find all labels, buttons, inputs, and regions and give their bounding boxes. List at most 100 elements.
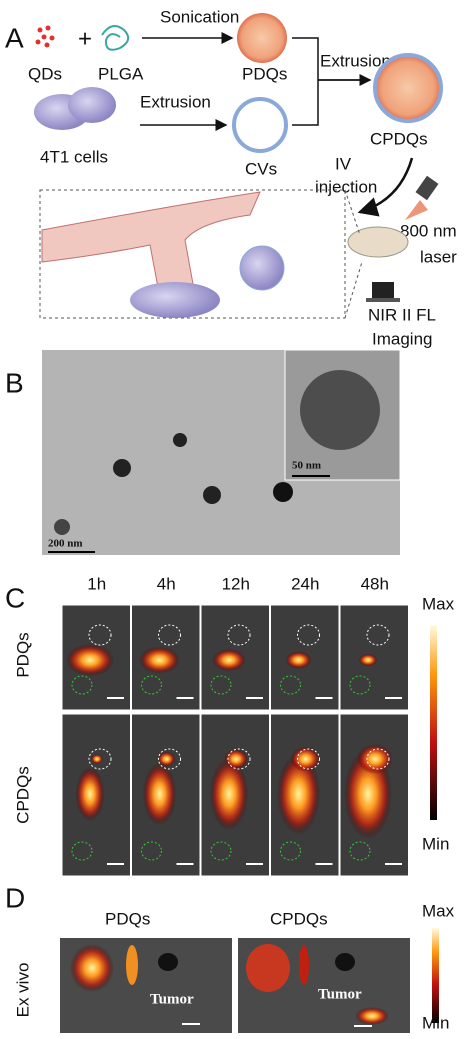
tumor-roi bbox=[158, 624, 181, 646]
qds-icon bbox=[35, 25, 55, 48]
fl-tumor-signal bbox=[157, 751, 176, 767]
zoom-lines bbox=[344, 189, 363, 319]
particle bbox=[273, 482, 293, 502]
laser-beam bbox=[405, 200, 428, 220]
sonication-label: Sonication bbox=[160, 7, 239, 26]
imaging-label: Imaging bbox=[372, 329, 432, 348]
control-roi bbox=[210, 675, 232, 695]
panel-b: B 50 nm 200 nm bbox=[5, 349, 401, 555]
scale-label: 50 nm bbox=[292, 460, 321, 472]
colorbar bbox=[430, 625, 437, 820]
fl-signal bbox=[209, 758, 249, 830]
fl-signal bbox=[276, 753, 321, 835]
row-label: CPDQs bbox=[13, 766, 32, 824]
tumor-roi bbox=[227, 748, 251, 770]
cpdqs-particle bbox=[373, 53, 443, 123]
tumor-roi bbox=[158, 748, 181, 770]
tumor-label: Tumor bbox=[318, 986, 362, 1002]
control-roi bbox=[141, 841, 162, 861]
organ bbox=[158, 953, 178, 971]
colorbar-max: Max bbox=[422, 901, 455, 920]
fl-tumor-signal bbox=[357, 744, 393, 774]
panel-label: C bbox=[5, 582, 25, 613]
qds-label: QDs bbox=[28, 64, 62, 83]
fl-signal bbox=[285, 651, 312, 669]
laptop-base bbox=[366, 298, 400, 302]
extrusion-label: Extrusion bbox=[140, 92, 211, 111]
fl-tumor-signal bbox=[91, 754, 103, 764]
fl-signal bbox=[212, 648, 246, 672]
colorbar bbox=[432, 928, 439, 1023]
tumor-roi bbox=[227, 624, 251, 646]
row-label: PDQs bbox=[13, 632, 32, 677]
tumor-roi bbox=[366, 624, 390, 646]
tumor bbox=[355, 1007, 389, 1025]
control-roi bbox=[141, 675, 162, 695]
tumor-label: Tumor bbox=[150, 991, 194, 1007]
pdqs-particle bbox=[237, 13, 287, 63]
panel-label: B bbox=[5, 367, 24, 398]
control-roi bbox=[349, 675, 371, 695]
tumor-roi bbox=[297, 624, 320, 646]
time-label: 24h bbox=[291, 574, 319, 593]
panel-d: D PDQs CPDQs Ex vivo Tumor Tumor Max Min bbox=[5, 882, 455, 1033]
particle bbox=[300, 370, 380, 450]
imaging-label: NIR II FL bbox=[368, 305, 436, 324]
tumor-roi bbox=[366, 748, 390, 770]
particle bbox=[54, 519, 70, 535]
control-roi bbox=[210, 841, 232, 861]
cells-label: 4T1 cells bbox=[40, 147, 108, 166]
control-roi bbox=[71, 675, 93, 695]
fl-signal bbox=[75, 767, 105, 821]
fl-signal bbox=[358, 653, 378, 667]
fl-tumor-signal bbox=[290, 746, 321, 772]
cell bbox=[68, 87, 116, 123]
tumor-roi bbox=[88, 624, 112, 646]
fl-signal bbox=[139, 646, 180, 674]
control-roi bbox=[349, 841, 371, 861]
cell bbox=[239, 245, 285, 291]
colorbar-max: Max bbox=[422, 594, 455, 613]
panel-a: A QDs + PLGA Sonication PDQs Extrusion C… bbox=[5, 7, 457, 348]
time-label: 4h bbox=[157, 574, 176, 593]
time-label: 12h bbox=[222, 574, 250, 593]
laser-label: 800 nm bbox=[400, 221, 457, 240]
time-label: 48h bbox=[361, 574, 389, 593]
arrow bbox=[357, 157, 414, 217]
inset-box bbox=[39, 189, 346, 319]
organ bbox=[299, 945, 309, 985]
organ bbox=[246, 944, 290, 992]
plus: + bbox=[78, 25, 92, 52]
time-label: 1h bbox=[87, 574, 106, 593]
tumor-roi bbox=[297, 748, 320, 770]
laser-label: laser bbox=[420, 247, 457, 266]
panel-label: A bbox=[5, 22, 24, 53]
fl-tumor-signal bbox=[224, 749, 248, 769]
fl-signal bbox=[142, 762, 177, 826]
laser-icon bbox=[415, 175, 439, 201]
mouse bbox=[347, 226, 409, 258]
control-roi bbox=[280, 841, 301, 861]
cvs-label: CVs bbox=[245, 159, 277, 178]
cpdqs-label: CPDQs bbox=[370, 129, 428, 148]
colorbar-min: Min bbox=[422, 834, 449, 853]
colorbar-min: Min bbox=[422, 1013, 449, 1032]
particle bbox=[113, 459, 131, 477]
organ bbox=[70, 944, 114, 992]
laptop bbox=[372, 282, 394, 298]
panel-c: C PDQs CPDQs Max Min 1h 4h 12h 24h 48h bbox=[5, 574, 455, 877]
group-label: PDQs bbox=[105, 909, 150, 928]
fl-signal bbox=[66, 644, 114, 676]
cv-vesicle bbox=[232, 97, 288, 153]
extrusion-label: Extrusion bbox=[320, 51, 391, 70]
group-label: CPDQs bbox=[270, 909, 328, 928]
control-roi bbox=[280, 675, 301, 695]
plga-icon bbox=[101, 25, 130, 51]
plga-label: PLGA bbox=[98, 64, 144, 83]
injection-label: IV bbox=[335, 154, 352, 173]
scale-label: 200 nm bbox=[48, 538, 83, 550]
panel-label: D bbox=[5, 882, 25, 913]
vessel bbox=[41, 191, 261, 299]
particle bbox=[203, 486, 221, 504]
